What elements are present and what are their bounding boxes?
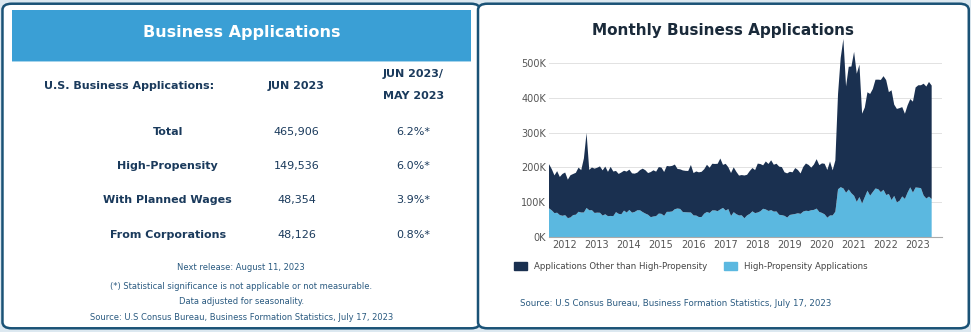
Text: 0.8%*: 0.8%* xyxy=(396,230,430,240)
FancyBboxPatch shape xyxy=(3,4,480,61)
Text: 3.9%*: 3.9%* xyxy=(396,195,430,205)
Text: From Corporations: From Corporations xyxy=(110,230,226,240)
Text: Total: Total xyxy=(152,127,183,137)
Text: High-Propensity: High-Propensity xyxy=(117,161,218,171)
Text: 149,536: 149,536 xyxy=(274,161,319,171)
Text: Source: U.S Consus Bureau, Business Formation Statistics, July 17, 2023: Source: U.S Consus Bureau, Business Form… xyxy=(520,299,832,308)
Text: 6.0%*: 6.0%* xyxy=(396,161,430,171)
Text: (*) Statistical significance is not applicable or not measurable.: (*) Statistical significance is not appl… xyxy=(111,282,372,290)
Text: 48,126: 48,126 xyxy=(277,230,316,240)
FancyBboxPatch shape xyxy=(478,4,969,328)
Text: (Seasonally Adjusted): (Seasonally Adjusted) xyxy=(659,42,787,55)
Text: 6.2%*: 6.2%* xyxy=(396,127,430,137)
Text: With Planned Wages: With Planned Wages xyxy=(104,195,232,205)
Text: 465,906: 465,906 xyxy=(274,127,319,137)
Text: JUN 2023/: JUN 2023/ xyxy=(383,69,444,79)
FancyBboxPatch shape xyxy=(3,4,480,328)
Text: Data adjusted for seasonality.: Data adjusted for seasonality. xyxy=(179,297,304,306)
Text: Business Applications: Business Applications xyxy=(143,25,340,40)
Text: 48,354: 48,354 xyxy=(277,195,316,205)
Text: Source: U.S Consus Bureau, Business Formation Statistics, July 17, 2023: Source: U.S Consus Bureau, Business Form… xyxy=(89,313,393,322)
Text: Monthly Business Applications: Monthly Business Applications xyxy=(592,23,854,38)
Legend: Applications Other than High-Propensity, High-Propensity Applications: Applications Other than High-Propensity,… xyxy=(511,258,871,274)
Text: MAY 2023: MAY 2023 xyxy=(383,91,444,101)
Text: Next release: August 11, 2023: Next release: August 11, 2023 xyxy=(178,263,305,272)
Text: JUN 2023: JUN 2023 xyxy=(268,81,325,91)
Text: U.S. Business Applications:: U.S. Business Applications: xyxy=(44,81,214,91)
